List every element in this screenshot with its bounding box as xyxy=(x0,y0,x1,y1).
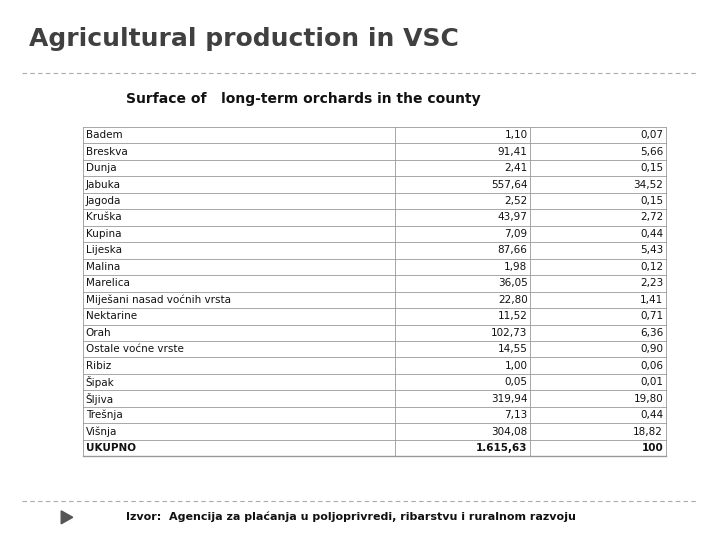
Text: 34,52: 34,52 xyxy=(634,179,663,190)
Text: 91,41: 91,41 xyxy=(498,146,528,157)
Text: Miješani nasad voćnih vrsta: Miješani nasad voćnih vrsta xyxy=(86,295,230,305)
Text: 1,10: 1,10 xyxy=(505,130,528,140)
Text: 87,66: 87,66 xyxy=(498,245,528,255)
Text: UKUPNO: UKUPNO xyxy=(86,443,135,453)
Text: Lijeska: Lijeska xyxy=(86,245,122,255)
Text: Kruška: Kruška xyxy=(86,212,121,222)
Text: 43,97: 43,97 xyxy=(498,212,528,222)
Text: Dunja: Dunja xyxy=(86,163,117,173)
Text: 2,23: 2,23 xyxy=(640,278,663,288)
Text: Jagoda: Jagoda xyxy=(86,196,121,206)
Text: Breskva: Breskva xyxy=(86,146,127,157)
Text: 18,82: 18,82 xyxy=(634,427,663,437)
Text: 0,07: 0,07 xyxy=(640,130,663,140)
Text: 14,55: 14,55 xyxy=(498,344,528,354)
Text: Ribiz: Ribiz xyxy=(86,361,111,371)
Text: 102,73: 102,73 xyxy=(491,328,528,338)
Text: Šipak: Šipak xyxy=(86,376,114,388)
Text: Badem: Badem xyxy=(86,130,122,140)
Text: 6,36: 6,36 xyxy=(640,328,663,338)
Text: 0,15: 0,15 xyxy=(640,163,663,173)
Text: Višnja: Višnja xyxy=(86,427,117,437)
Text: 0,06: 0,06 xyxy=(640,361,663,371)
Text: 11,52: 11,52 xyxy=(498,311,528,321)
Text: 0,05: 0,05 xyxy=(505,377,528,387)
Text: 1,98: 1,98 xyxy=(504,262,528,272)
Text: Agricultural production in VSC: Agricultural production in VSC xyxy=(29,27,459,51)
Text: Malina: Malina xyxy=(86,262,120,272)
Text: Jabuka: Jabuka xyxy=(86,179,121,190)
Text: Trešnja: Trešnja xyxy=(86,410,122,420)
Text: 304,08: 304,08 xyxy=(491,427,528,437)
Text: Izvor:  Agencija za plaćanja u poljoprivredi, ribarstvu i ruralnom razvoju: Izvor: Agencija za plaćanja u poljoprivr… xyxy=(126,512,576,522)
Text: Surface of   long-term orchards in the county: Surface of long-term orchards in the cou… xyxy=(126,92,481,106)
Text: 0,90: 0,90 xyxy=(640,344,663,354)
Text: 5,43: 5,43 xyxy=(640,245,663,255)
Text: 0,15: 0,15 xyxy=(640,196,663,206)
Text: 36,05: 36,05 xyxy=(498,278,528,288)
Text: 1.615,63: 1.615,63 xyxy=(476,443,528,453)
Text: 1,00: 1,00 xyxy=(505,361,528,371)
Text: 7,13: 7,13 xyxy=(504,410,528,420)
Text: Nektarine: Nektarine xyxy=(86,311,137,321)
Text: 557,64: 557,64 xyxy=(491,179,528,190)
Text: 0,44: 0,44 xyxy=(640,229,663,239)
Text: 7,09: 7,09 xyxy=(505,229,528,239)
Text: Marelica: Marelica xyxy=(86,278,130,288)
Text: 2,41: 2,41 xyxy=(504,163,528,173)
Text: 0,01: 0,01 xyxy=(640,377,663,387)
Text: 2,72: 2,72 xyxy=(640,212,663,222)
Text: 22,80: 22,80 xyxy=(498,295,528,305)
Text: 1,41: 1,41 xyxy=(640,295,663,305)
Text: Orah: Orah xyxy=(86,328,112,338)
Text: 0,12: 0,12 xyxy=(640,262,663,272)
Text: 5,66: 5,66 xyxy=(640,146,663,157)
Text: Kupina: Kupina xyxy=(86,229,121,239)
Text: 100: 100 xyxy=(642,443,663,453)
Text: 2,52: 2,52 xyxy=(504,196,528,206)
Text: Ostale voćne vrste: Ostale voćne vrste xyxy=(86,344,184,354)
Text: 0,71: 0,71 xyxy=(640,311,663,321)
Text: 19,80: 19,80 xyxy=(634,394,663,404)
Text: 319,94: 319,94 xyxy=(491,394,528,404)
Text: 0,44: 0,44 xyxy=(640,410,663,420)
Text: Šljiva: Šljiva xyxy=(86,393,114,404)
